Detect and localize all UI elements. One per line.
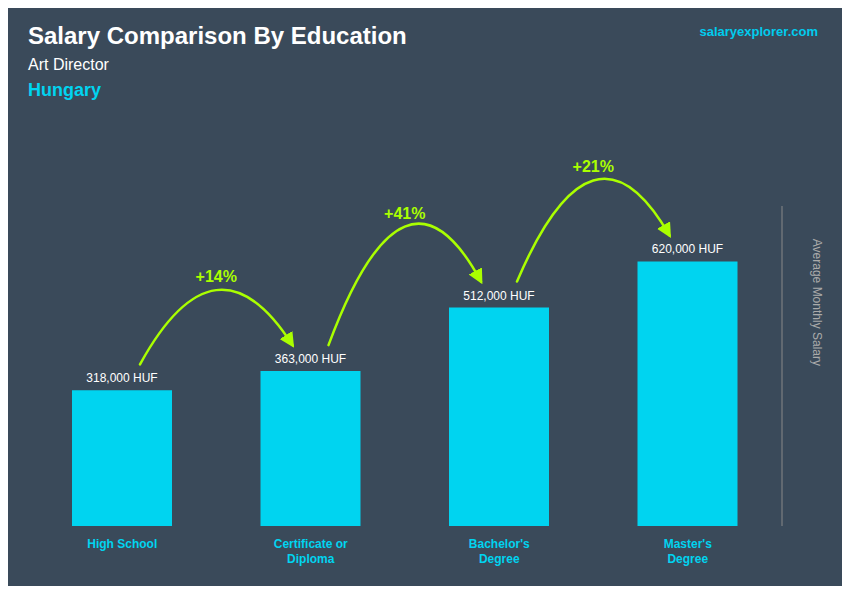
html-text:Salary Comparison By Education: Salary Comparison By Education — [28, 22, 407, 49]
svg-text:+41%: +41% — [384, 205, 425, 222]
svg-text:+21%: +21% — [573, 158, 614, 175]
svg-text:Average Monthly Salary: Average Monthly Salary — [810, 239, 824, 366]
svg-text:363,000 HUF: 363,000 HUF — [275, 352, 346, 366]
svg-text:512,000 HUF: 512,000 HUF — [463, 289, 534, 303]
html-text:Hungary: Hungary — [28, 80, 101, 100]
svg-text:+14%: +14% — [196, 268, 237, 285]
svg-text:Bachelor'sDegree: Bachelor'sDegree — [469, 537, 530, 566]
html-text:Art Director: Art Director — [28, 56, 109, 73]
svg-text:Certificate orDiploma: Certificate orDiploma — [274, 537, 348, 566]
svg-text:318,000 HUF: 318,000 HUF — [86, 371, 157, 385]
svg-text:Master'sDegree: Master'sDegree — [664, 537, 713, 566]
svg-text:High School: High School — [87, 537, 157, 551]
svg-text:620,000 HUF: 620,000 HUF — [652, 242, 723, 256]
html-text:salaryexplorer.com: salaryexplorer.com — [699, 24, 818, 39]
